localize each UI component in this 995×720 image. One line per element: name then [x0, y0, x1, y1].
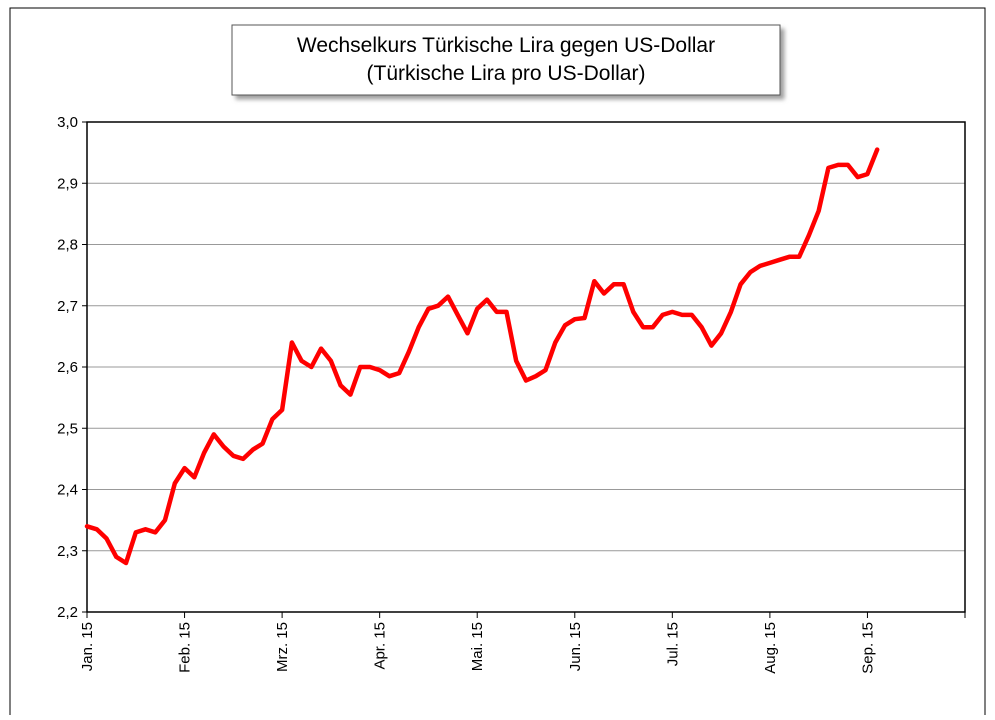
plot-border	[86, 121, 966, 613]
chart-title: Wechselkurs Türkische Lira gegen US-Doll…	[297, 34, 715, 57]
title-box	[231, 24, 781, 96]
x-tick-label: Mai. 15	[469, 622, 486, 671]
x-tick-label: Apr. 15	[372, 622, 389, 670]
y-tick-label: 2,2	[57, 604, 78, 621]
y-tick-label: 2,3	[57, 543, 78, 560]
x-tick-label: Sep. 15	[859, 622, 876, 674]
y-tick-label: 2,4	[57, 482, 78, 499]
y-tick-label: 2,8	[57, 237, 78, 254]
chart-subtitle: (Türkische Lira pro US-Dollar)	[367, 62, 646, 85]
y-tick-label: 2,6	[57, 359, 78, 376]
y-tick-label: 3,0	[57, 114, 78, 131]
y-tick-label: 2,9	[57, 175, 78, 192]
x-tick-label: Jan. 15	[79, 622, 96, 671]
chart-border	[9, 7, 986, 720]
x-tick-label: Aug. 15	[762, 622, 779, 674]
x-tick-label: Mrz. 15	[274, 622, 291, 672]
y-tick-label: 2,7	[57, 298, 78, 315]
x-tick-label: Feb. 15	[177, 622, 194, 673]
x-tick-label: Jun. 15	[567, 622, 584, 671]
x-tick-label: Jul. 15	[664, 622, 681, 666]
y-tick-label: 2,5	[57, 420, 78, 437]
line-series	[84, 147, 880, 566]
